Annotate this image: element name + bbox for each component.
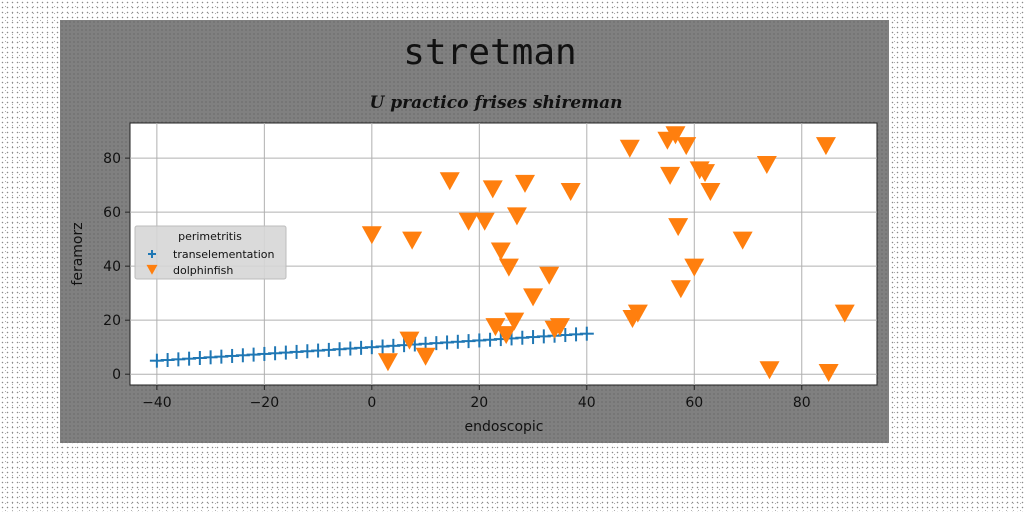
legend: perimetritis transelementation dolphinfis…: [134, 225, 287, 280]
data-point-triangle: [498, 258, 519, 277]
data-point-triangle: [756, 156, 777, 175]
data-point-triangle: [496, 326, 517, 345]
data-point-triangle: [619, 139, 640, 158]
y-tick-label: 40: [103, 259, 121, 275]
data-point-triangle: [549, 318, 570, 337]
data-point-triangle: [732, 231, 753, 250]
data-points: [149, 126, 855, 382]
data-point-triangle: [676, 137, 697, 156]
data-point-triangle: [815, 137, 836, 156]
data-point-triangle: [818, 363, 839, 382]
x-tick-label: 20: [470, 395, 488, 411]
x-tick-label: −20: [250, 395, 280, 411]
data-point-triangle: [560, 183, 581, 202]
legend-marker-triangle: [146, 264, 158, 275]
data-point-triangle: [377, 353, 398, 372]
data-point-triangle: [834, 304, 855, 323]
y-tick-label: 0: [112, 367, 121, 383]
y-tick-label: 20: [103, 313, 121, 329]
scatter-chart: stretman U practico frises shireman −40−…: [70, 32, 878, 435]
data-point-triangle: [700, 183, 721, 202]
data-point-triangle: [695, 164, 716, 183]
legend-title: perimetritis: [178, 230, 242, 243]
data-point-triangle: [458, 212, 479, 231]
data-point-triangle: [670, 280, 691, 299]
data-point-triangle: [482, 180, 503, 199]
legend-entries: transelementation dolphinfish: [146, 248, 274, 277]
x-tick-label: 80: [793, 395, 811, 411]
x-tick-label: −40: [142, 395, 172, 411]
data-point-triangle: [514, 174, 535, 193]
chart-figure: stretman U practico frises shireman −40−…: [60, 20, 889, 443]
legend-label: dolphinfish: [173, 264, 233, 277]
x-axis-label: endoscopic: [465, 419, 544, 435]
legend-marker-plus: [148, 250, 156, 258]
data-point-triangle: [490, 242, 511, 261]
data-point-triangle: [523, 288, 544, 307]
legend-label: transelementation: [173, 248, 274, 261]
data-point-triangle: [665, 126, 686, 145]
data-point-triangle: [539, 266, 560, 285]
data-point-triangle: [439, 172, 460, 191]
data-point-triangle: [759, 361, 780, 380]
data-point-plus: [579, 326, 594, 341]
data-point-triangle: [504, 312, 525, 331]
data-point-triangle: [668, 218, 689, 237]
y-axis-label: feramorz: [70, 222, 86, 285]
data-point-triangle: [415, 347, 436, 366]
data-point-triangle: [485, 318, 506, 337]
data-point-triangle: [399, 331, 420, 350]
x-tick-label: 40: [578, 395, 596, 411]
y-tick-label: 80: [103, 151, 121, 167]
legend-box: [134, 225, 287, 280]
data-point-triangle: [684, 258, 705, 277]
data-point-triangle: [361, 226, 382, 245]
y-tick-label: 60: [103, 205, 121, 221]
data-point-triangle: [474, 212, 495, 231]
data-point-triangle: [506, 207, 527, 226]
chart-title: stretman: [403, 32, 576, 73]
data-point-triangle: [660, 166, 681, 185]
data-point-triangle: [627, 304, 648, 323]
x-tick-label: 0: [367, 395, 376, 411]
chart-subtitle: U practico frises shireman: [370, 93, 623, 113]
data-point-triangle: [402, 231, 423, 250]
x-tick-label: 60: [685, 395, 703, 411]
axis-ticks: −40 −20 0 20 40 60 80 0 20 40 60 80: [103, 151, 811, 411]
